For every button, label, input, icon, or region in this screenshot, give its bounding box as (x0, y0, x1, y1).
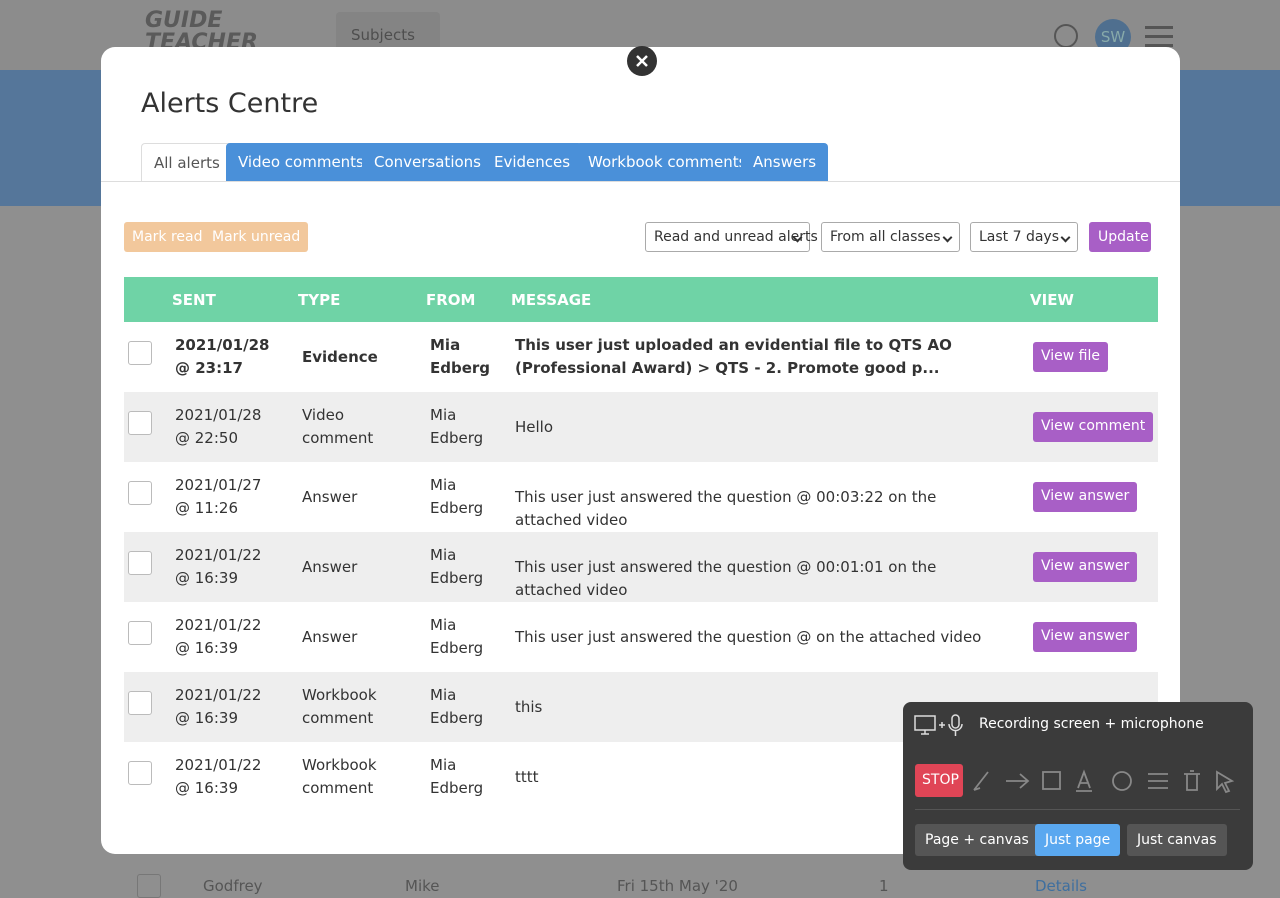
view-button[interactable]: View comment (1033, 412, 1154, 442)
mark-unread-button[interactable]: Mark unread (204, 222, 309, 252)
column-header: SENT (172, 291, 216, 309)
type-cell: Workbook comment (302, 686, 377, 727)
mode-button[interactable]: Just canvas (1127, 824, 1227, 856)
table-row (124, 532, 1158, 602)
message-cell: this (515, 698, 543, 716)
filter-select[interactable]: From all classes (821, 222, 960, 252)
sent-cell: 2021/01/22 @ 16:39 (175, 616, 262, 657)
stop-button[interactable]: STOP (915, 764, 963, 797)
screen-mic-icon (914, 714, 963, 736)
from-cell: Mia Edberg (430, 476, 484, 517)
column-header: MESSAGE (511, 291, 592, 309)
column-header: FROM (426, 291, 476, 309)
view-button[interactable]: View answer (1033, 552, 1138, 582)
bg-cell: 1 (879, 877, 889, 895)
sent-cell: 2021/01/22 @ 16:39 (175, 756, 262, 797)
row-checkbox[interactable] (128, 481, 152, 505)
tab[interactable]: All alerts (141, 143, 233, 181)
type-cell: Answer (302, 558, 358, 576)
view-button[interactable]: View answer (1033, 622, 1138, 652)
message-cell: This user just answered the question @ o… (515, 628, 982, 646)
bg-cell: Godfrey (203, 877, 263, 895)
tab-divider (101, 181, 1180, 182)
tab[interactable]: Evidences (482, 143, 583, 181)
recorder-divider (915, 809, 1240, 810)
bg-cell: Fri 15th May '20 (617, 877, 738, 895)
update-button[interactable]: Update (1089, 222, 1151, 252)
message-cell: This user just answered the question @ 0… (515, 488, 937, 529)
row-checkbox[interactable] (128, 621, 152, 645)
message-cell: tttt (515, 768, 539, 786)
table-header (124, 277, 1158, 322)
row-checkbox[interactable] (128, 691, 152, 715)
type-cell: Video comment (302, 406, 374, 447)
message-cell: This user just uploaded an evidential fi… (515, 336, 952, 377)
from-cell: Mia Edberg (430, 546, 484, 587)
from-cell: Mia Edberg (430, 336, 491, 377)
bg-checkbox (137, 874, 161, 898)
type-cell: Answer (302, 488, 358, 506)
row-checkbox[interactable] (128, 411, 152, 435)
tab[interactable]: Conversations (362, 143, 493, 181)
sent-cell: 2021/01/22 @ 16:39 (175, 546, 262, 587)
row-checkbox[interactable] (128, 341, 152, 365)
tab[interactable]: Answers (741, 143, 829, 181)
sent-cell: 2021/01/28 @ 22:50 (175, 406, 262, 447)
type-cell: Workbook comment (302, 756, 377, 797)
from-cell: Mia Edberg (430, 686, 484, 727)
modal-title: Alerts Centre (141, 88, 319, 119)
table-row (124, 392, 1158, 462)
menu-icon[interactable] (1145, 25, 1175, 49)
bg-link: Details (1035, 877, 1088, 895)
mode-button[interactable]: Page + canvas (915, 824, 1039, 856)
from-cell: Mia Edberg (430, 756, 484, 797)
type-cell: Answer (302, 628, 358, 646)
from-cell: Mia Edberg (430, 406, 484, 447)
mark-read-button[interactable]: Mark read (124, 222, 211, 252)
filter-select[interactable]: Read and unread alerts (645, 222, 818, 252)
mode-button[interactable]: Just page (1035, 824, 1121, 856)
view-button[interactable]: View file (1033, 342, 1108, 372)
type-cell: Evidence (302, 348, 378, 366)
recording-status: Recording screen + microphone (979, 716, 1204, 732)
tab[interactable]: Video comments (226, 143, 376, 181)
sent-cell: 2021/01/27 @ 11:26 (175, 476, 262, 517)
message-cell: This user just answered the question @ 0… (515, 558, 937, 599)
row-checkbox[interactable] (128, 761, 152, 785)
column-header: VIEW (1030, 291, 1074, 309)
view-button[interactable]: View answer (1033, 482, 1138, 512)
row-checkbox[interactable] (128, 551, 152, 575)
bg-cell: Mike (405, 877, 440, 895)
tab[interactable]: Workbook comments (576, 143, 759, 181)
logo[interactable]: GUIDE TEACHER DEVELOPMENT (145, 10, 258, 48)
message-cell: Hello (515, 418, 554, 436)
sent-cell: 2021/01/22 @ 16:39 (175, 686, 262, 727)
from-cell: Mia Edberg (430, 616, 484, 657)
close-button[interactable] (626, 45, 658, 77)
column-header: TYPE (298, 291, 341, 309)
recorder-tools[interactable] (970, 766, 1245, 796)
filter-select[interactable]: Last 7 days (970, 222, 1078, 252)
sent-cell: 2021/01/28 @ 23:17 (175, 336, 270, 377)
